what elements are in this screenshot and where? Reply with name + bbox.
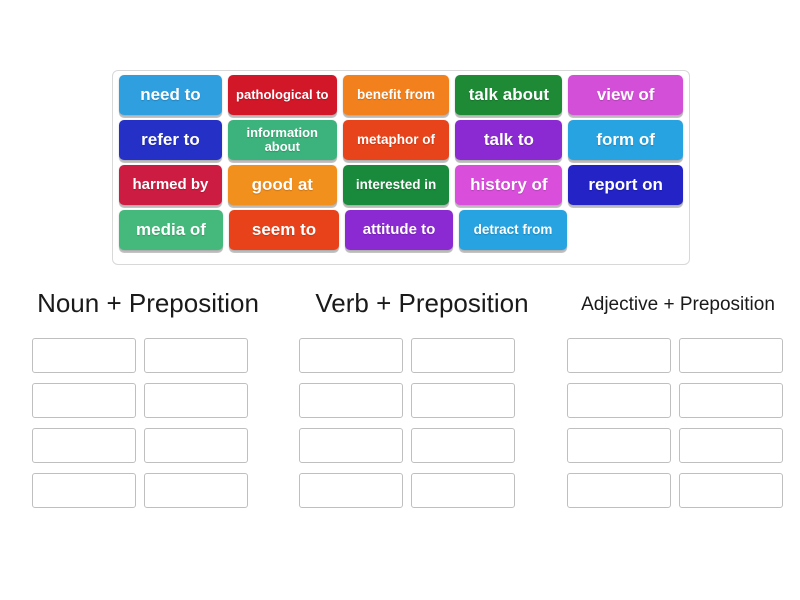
- word-tile[interactable]: report on: [568, 165, 683, 205]
- word-tile-label: interested in: [355, 176, 437, 192]
- word-tile[interactable]: need to: [119, 75, 222, 115]
- word-tile[interactable]: pathological to: [227, 75, 337, 115]
- answer-slot[interactable]: [144, 338, 248, 373]
- word-tile[interactable]: metaphor of: [342, 120, 450, 160]
- word-tile-label: media of: [136, 220, 206, 240]
- answer-slot[interactable]: [411, 473, 516, 508]
- answer-slot[interactable]: [566, 428, 671, 463]
- dropzone-column: [566, 338, 800, 518]
- word-tile[interactable]: media of: [119, 210, 223, 250]
- answer-slot[interactable]: [678, 428, 783, 463]
- category-title: Adjective + Preposition: [581, 294, 775, 315]
- word-tile-label: attitude to: [362, 221, 436, 239]
- answer-slot[interactable]: [32, 338, 136, 373]
- word-tile-label: need to: [140, 85, 201, 105]
- answer-slot[interactable]: [144, 428, 248, 463]
- word-tile-label: harmed by: [132, 176, 209, 194]
- answer-slot[interactable]: [411, 338, 516, 373]
- word-tile[interactable]: interested in: [342, 165, 450, 205]
- answer-slot[interactable]: [299, 383, 404, 418]
- answer-slot[interactable]: [566, 473, 671, 508]
- answer-slot[interactable]: [678, 473, 783, 508]
- answer-slot[interactable]: [32, 383, 136, 418]
- answer-slot[interactable]: [299, 473, 404, 508]
- tile-row: media of seem to attitude to detract from: [116, 210, 686, 255]
- word-tile[interactable]: seem to: [229, 210, 339, 250]
- category-column: Verb + Preposition: [298, 288, 546, 319]
- tile-row: need to pathological to benefit from talk a…: [116, 75, 686, 120]
- answer-slot[interactable]: [299, 338, 404, 373]
- answer-dropzones: [0, 338, 800, 518]
- word-tile-label: detract from: [473, 221, 553, 237]
- word-tile[interactable]: talk to: [455, 120, 563, 160]
- category-title: Noun + Preposition: [37, 288, 259, 318]
- answer-slot[interactable]: [566, 338, 671, 373]
- word-tile[interactable]: history of: [455, 165, 563, 205]
- word-tile[interactable]: view of: [568, 75, 683, 115]
- category-headings: Noun + Preposition Verb + Preposition Adje…: [0, 288, 800, 319]
- answer-slot[interactable]: [32, 428, 136, 463]
- word-tile-label: report on: [588, 175, 663, 195]
- tile-bank: need to pathological to benefit from talk a…: [112, 70, 690, 265]
- category-title: Verb + Preposition: [315, 288, 529, 318]
- word-tile[interactable]: benefit from: [342, 75, 450, 115]
- word-tile-label: history of: [470, 175, 548, 195]
- answer-slot[interactable]: [678, 383, 783, 418]
- tile-row: harmed by good at interested in history of r…: [116, 165, 686, 210]
- dropzone-column: [299, 338, 532, 518]
- answer-slot[interactable]: [144, 383, 248, 418]
- category-column: Adjective + Preposition: [558, 288, 798, 319]
- word-tile[interactable]: information about: [227, 120, 337, 160]
- answer-slot[interactable]: [144, 473, 248, 508]
- answer-slot[interactable]: [299, 428, 404, 463]
- word-tile[interactable]: harmed by: [119, 165, 222, 205]
- word-tile-label: talk about: [468, 85, 550, 105]
- answer-slot[interactable]: [678, 338, 783, 373]
- tile-row: refer to information about metaphor of talk…: [116, 120, 686, 165]
- dropzone-column: [32, 338, 265, 518]
- word-tile[interactable]: detract from: [459, 210, 567, 250]
- word-tile[interactable]: refer to: [119, 120, 222, 160]
- category-column: Noun + Preposition: [14, 288, 282, 319]
- word-tile-label: good at: [251, 175, 313, 195]
- word-tile-label: metaphor of: [357, 131, 436, 147]
- word-tile-label: view of: [596, 85, 655, 105]
- word-tile[interactable]: form of: [568, 120, 683, 160]
- answer-slot[interactable]: [32, 473, 136, 508]
- word-tile-label: information about: [246, 125, 319, 154]
- word-tile-label: form of: [596, 130, 655, 150]
- word-tile-label: pathological to: [236, 87, 329, 103]
- word-tile-label: refer to: [141, 130, 200, 150]
- answer-slot[interactable]: [411, 428, 516, 463]
- word-tile-label: talk to: [483, 130, 534, 150]
- answer-slot[interactable]: [566, 383, 671, 418]
- answer-slot[interactable]: [411, 383, 516, 418]
- word-tile[interactable]: good at: [227, 165, 337, 205]
- word-tile-label: seem to: [251, 220, 317, 240]
- word-tile-label: benefit from: [357, 86, 436, 102]
- word-tile[interactable]: talk about: [455, 75, 563, 115]
- word-tile[interactable]: attitude to: [345, 210, 453, 250]
